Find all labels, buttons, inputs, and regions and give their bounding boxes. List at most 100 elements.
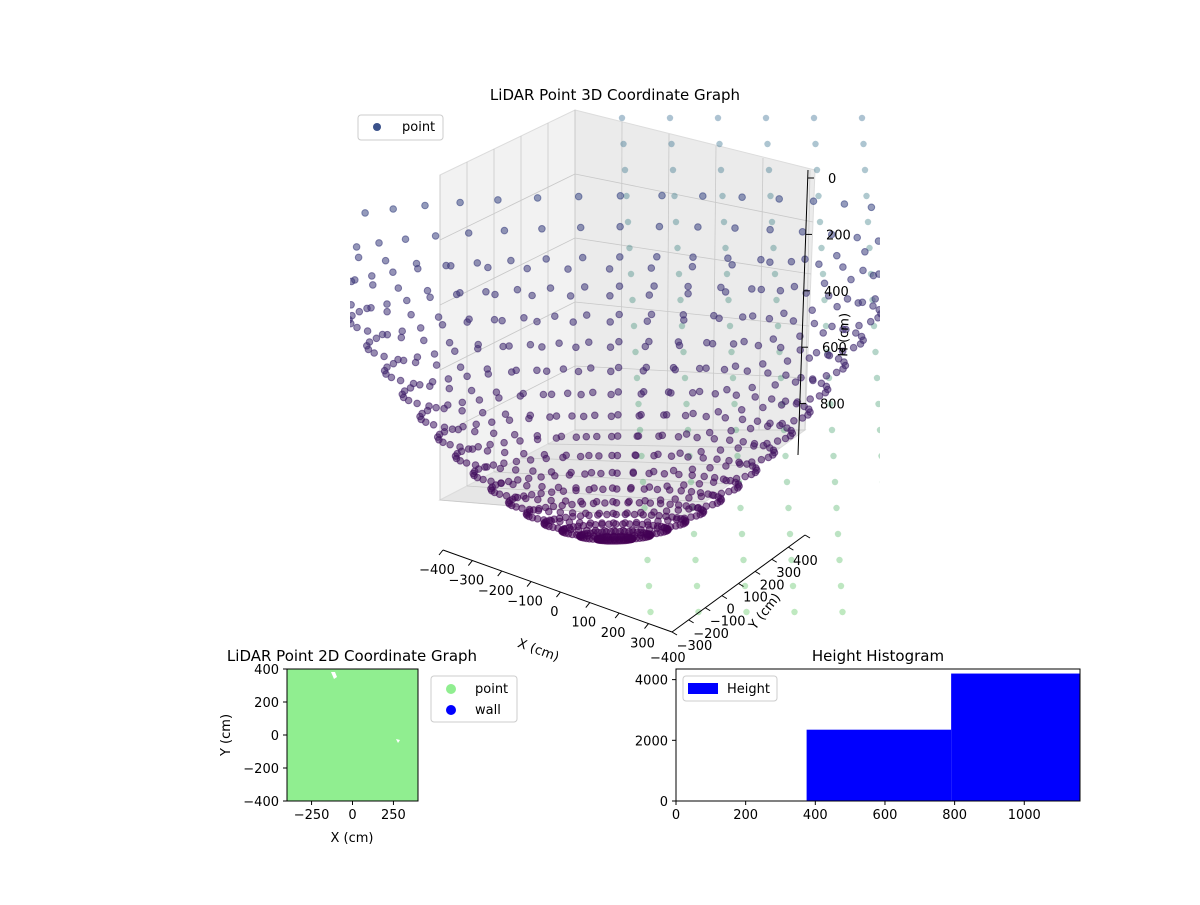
point-3d — [765, 166, 773, 174]
point-3d — [719, 192, 726, 200]
point-3d — [637, 390, 646, 398]
y-tick-label: 0 — [727, 603, 735, 618]
point-3d — [567, 468, 575, 477]
point-3d — [688, 262, 697, 271]
point-3d — [684, 282, 692, 291]
point-3d — [597, 469, 605, 478]
point-3d — [378, 330, 387, 339]
point-3d — [383, 300, 391, 308]
point-3d — [401, 235, 410, 243]
point-3d — [333, 250, 340, 257]
point-3d — [834, 355, 843, 363]
point-3d — [815, 192, 822, 200]
point-3d — [632, 518, 641, 527]
point-3d — [425, 402, 433, 410]
point-3d — [680, 348, 687, 356]
point-3d — [833, 251, 841, 260]
point-3d — [472, 420, 481, 429]
point-3d — [369, 281, 377, 289]
point-3d — [627, 270, 635, 278]
point-3d — [674, 244, 681, 252]
point-3d — [585, 451, 593, 460]
point-3d — [562, 451, 571, 460]
point-3d — [702, 412, 711, 421]
point-3d — [542, 255, 551, 263]
point-3d — [565, 518, 574, 527]
point-3d — [432, 361, 441, 369]
point-3d — [885, 244, 892, 251]
point-3d — [474, 340, 483, 349]
point-3d — [589, 388, 597, 397]
chart-2d-legend: point wall — [430, 675, 518, 723]
point-3d — [764, 140, 771, 148]
point-3d — [319, 270, 326, 277]
point-3d — [647, 608, 654, 616]
point-3d — [751, 393, 760, 401]
chart-3d-xlabel: X (cm) — [515, 636, 561, 665]
point-3d — [637, 508, 645, 517]
point-3d — [331, 285, 338, 292]
histogram-legend-label: Height — [727, 682, 770, 697]
point-3d — [545, 507, 553, 516]
point-3d — [843, 295, 852, 303]
point-3d — [534, 495, 542, 504]
point-3d — [720, 218, 728, 226]
chart-3d: LiDAR Point 3D Coordinate Graph −400−300… — [319, 86, 934, 666]
chart-2d: LiDAR Point 2D Coordinate Graph −250 0 250… — [219, 647, 518, 846]
point-3d — [708, 491, 717, 499]
point-3d — [692, 556, 699, 564]
z-tick-label: 400 — [824, 285, 849, 300]
point-3d — [513, 285, 522, 294]
x-tick-label: −250 — [294, 808, 330, 823]
point-3d — [523, 481, 531, 490]
point-3d — [927, 230, 934, 237]
point-3d — [854, 299, 863, 307]
point-3d — [590, 484, 598, 492]
point-3d — [695, 480, 704, 488]
y-tick — [804, 534, 811, 539]
point-3d — [681, 374, 689, 382]
point-3d — [687, 478, 695, 486]
point-3d — [685, 505, 693, 513]
point-3d — [454, 425, 463, 434]
chart-3d-ticks: −400−300−200−1000100200300−400−300−200−1… — [419, 172, 851, 666]
point-3d — [511, 493, 520, 502]
point-3d — [830, 452, 837, 460]
point-3d — [510, 430, 519, 439]
point-3d — [875, 400, 880, 408]
point-3d — [500, 448, 509, 457]
point-3d — [681, 411, 690, 420]
point-3d — [538, 343, 546, 351]
point-3d — [798, 228, 807, 236]
point-3d — [615, 282, 624, 291]
point-3d — [363, 327, 372, 335]
point-3d — [574, 526, 583, 534]
point-3d — [440, 404, 448, 413]
point-3d — [695, 364, 704, 373]
point-3d — [394, 284, 403, 292]
point-3d — [338, 214, 345, 221]
point-3d — [663, 482, 671, 491]
point-3d — [650, 282, 658, 290]
point-3d — [491, 290, 499, 299]
point-3d — [767, 192, 774, 200]
point-3d — [669, 466, 678, 475]
point-3d — [526, 456, 535, 464]
point-3d — [732, 391, 741, 400]
point-3d — [628, 526, 637, 535]
point-3d — [645, 582, 653, 590]
point-3d — [547, 468, 556, 476]
histogram-legend: Height — [682, 675, 778, 702]
point-3d — [403, 296, 411, 305]
point-3d — [456, 289, 464, 297]
point-3d — [533, 432, 542, 440]
point-3d — [722, 462, 730, 470]
point-3d — [714, 408, 723, 416]
point-3d — [656, 496, 665, 504]
point-3d — [546, 413, 554, 421]
point-3d — [856, 340, 865, 348]
x-tick — [644, 623, 649, 629]
point-3d — [423, 286, 432, 295]
point-3d — [375, 239, 383, 247]
